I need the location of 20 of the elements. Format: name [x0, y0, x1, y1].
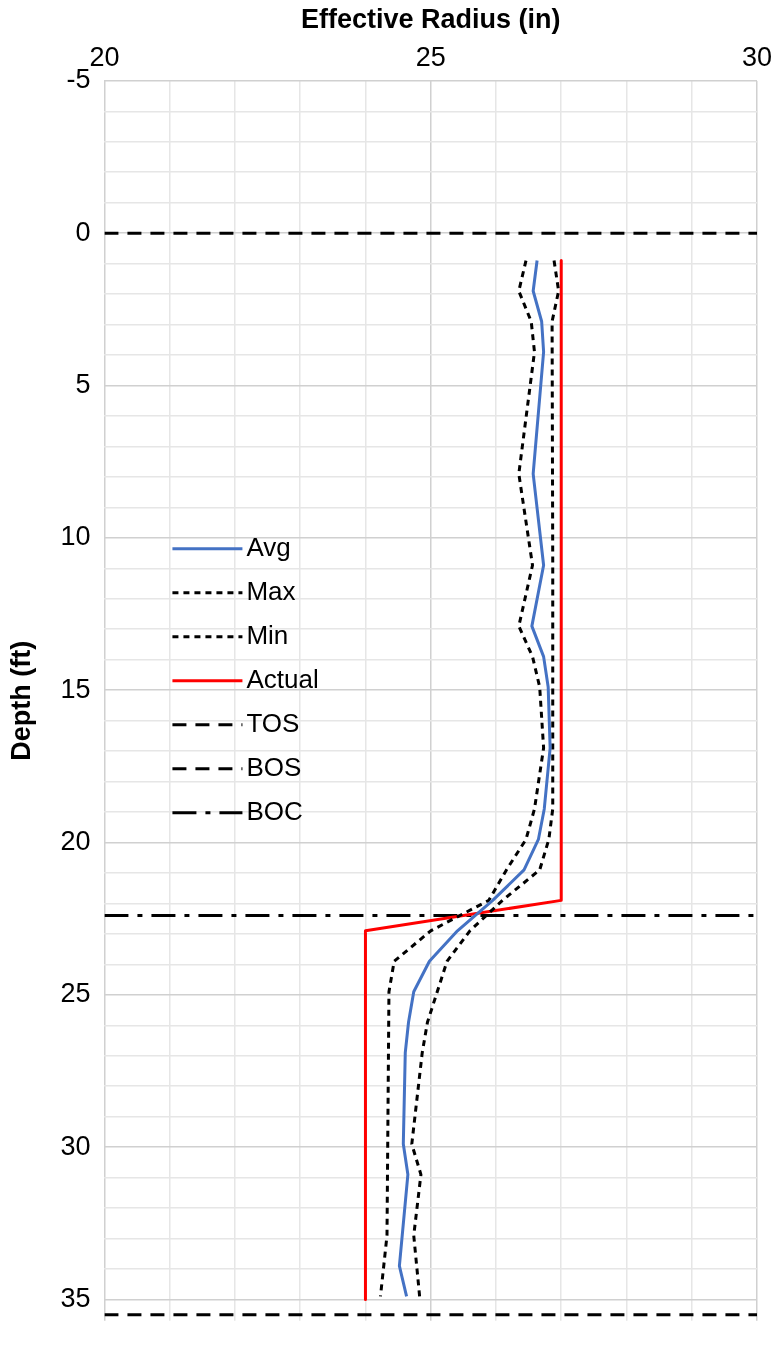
x-tick-label: 25 — [415, 42, 446, 73]
y-tick-label: 20 — [60, 825, 91, 856]
legend-label: BOS — [246, 751, 302, 782]
y-tick-label: 10 — [60, 521, 91, 552]
legend-label: Actual — [246, 663, 319, 694]
legend-label: Max — [246, 575, 296, 606]
y-axis-title: Depth (ft) — [5, 640, 36, 761]
legend-label: Min — [246, 619, 289, 650]
y-tick-label: -5 — [66, 64, 91, 95]
legend-label: BOC — [246, 795, 303, 826]
x-axis-title: Effective Radius (in) — [300, 3, 561, 34]
y-tick-label: 30 — [60, 1130, 91, 1161]
legend-label: Avg — [246, 531, 291, 562]
y-tick-label: 5 — [75, 368, 91, 399]
y-tick-label: 0 — [75, 216, 91, 247]
legend-label: TOS — [246, 707, 300, 738]
y-tick-label: 25 — [60, 978, 91, 1009]
x-tick-label: 30 — [741, 42, 773, 73]
y-tick-label: 35 — [60, 1282, 91, 1313]
y-tick-label: 15 — [60, 673, 91, 704]
